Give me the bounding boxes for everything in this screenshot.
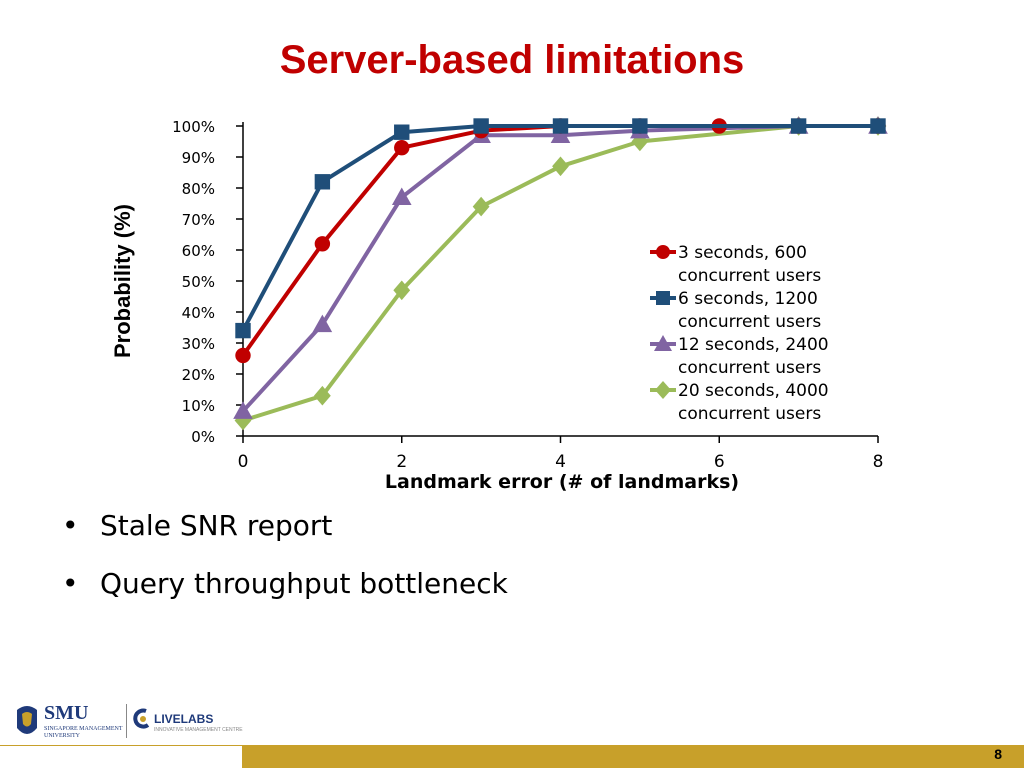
bullet-item: • Stale SNR report — [62, 505, 508, 563]
legend-item: 12 seconds, 2400 concurrent users — [650, 335, 829, 378]
y-tick-label: 10% — [182, 397, 215, 415]
data-point — [393, 280, 411, 301]
y-tick-label: 0% — [191, 428, 215, 446]
y-tick-label: 20% — [182, 366, 215, 384]
footer-bar — [242, 745, 1024, 768]
y-tick-label: 50% — [182, 273, 215, 291]
legend-label: 12 seconds, 2400 — [678, 335, 829, 355]
data-point — [473, 118, 489, 134]
bullet-text: Query throughput bottleneck — [100, 567, 508, 600]
data-point — [394, 124, 410, 140]
legend-label: concurrent users — [678, 358, 821, 378]
bullet-text: Stale SNR report — [100, 509, 333, 542]
data-point — [313, 385, 331, 406]
bullet-dot-icon: • — [62, 567, 79, 600]
legend-item: 6 seconds, 1200 concurrent users — [650, 289, 821, 332]
y-tick-label: 80% — [182, 180, 215, 198]
legend-item: 3 seconds, 600 concurrent users — [650, 243, 821, 286]
y-tick-label: 30% — [182, 335, 215, 353]
y-tick-label: 60% — [182, 242, 215, 260]
legend-marker — [656, 245, 670, 259]
smu-logo-subtitle: SINGAPORE MANAGEMENT UNIVERSITY — [44, 726, 123, 739]
smu-logo-text: SMU — [44, 702, 89, 724]
data-point — [235, 322, 251, 339]
data-point — [550, 125, 571, 143]
data-point — [552, 118, 569, 134]
data-point — [312, 314, 333, 333]
legend-label: concurrent users — [678, 266, 821, 286]
y-tick-label: 70% — [182, 211, 215, 229]
x-tick-label: 2 — [396, 452, 407, 472]
y-axis-label: Probability (%) — [110, 204, 135, 358]
livelabs-logo-subtitle: INNOVATIVE MANAGEMENT CENTRE — [154, 727, 243, 733]
x-tick-label: 4 — [555, 452, 566, 472]
smu-lion-icon — [17, 706, 37, 734]
legend-label: 20 seconds, 4000 — [678, 381, 829, 401]
data-point — [394, 140, 410, 156]
legend-marker — [656, 291, 670, 305]
page-number: 8 — [994, 746, 1002, 762]
data-point — [391, 187, 412, 205]
data-point — [472, 196, 490, 217]
landmark-error-chart: 0% 10% 20% 30% 40% 50% 60% 70% 80% 90% 100% 0 2 4 6 8 La… — [110, 116, 888, 493]
data-point — [314, 174, 331, 190]
y-tick-label: 100% — [172, 118, 215, 136]
livelabs-swirl-icon — [133, 708, 150, 729]
data-point — [552, 156, 569, 177]
legend-label: concurrent users — [678, 312, 821, 332]
x-tick-label: 8 — [873, 452, 884, 472]
legend-marker — [654, 335, 672, 351]
x-tick-label: 6 — [714, 452, 725, 472]
footer-logos: SMU SINGAPORE MANAGEMENT UNIVERSITY LIVE… — [14, 700, 244, 744]
slide-title: Server-based limitations — [279, 38, 745, 82]
footer-divider-line — [0, 745, 242, 746]
legend-label: concurrent users — [678, 404, 821, 424]
logo-divider — [126, 704, 127, 738]
bullet-list: • Stale SNR report • Query throughput bo… — [62, 505, 508, 621]
y-tick-label: 90% — [182, 149, 215, 167]
bullet-item: • Query throughput bottleneck — [62, 563, 508, 621]
legend-marker — [655, 381, 671, 399]
data-point — [235, 347, 251, 364]
data-point — [790, 118, 807, 134]
x-axis-label: Landmark error (# of landmarks) — [385, 471, 739, 493]
y-tick-label: 40% — [182, 304, 215, 322]
series-line — [241, 124, 878, 332]
data-point — [632, 118, 648, 134]
legend-label: 6 seconds, 1200 — [678, 289, 818, 309]
x-tick-label: 0 — [238, 452, 249, 472]
data-point — [233, 401, 253, 419]
data-point — [314, 236, 331, 252]
bullet-dot-icon: • — [62, 509, 79, 542]
legend-label: 3 seconds, 600 — [678, 243, 807, 263]
data-point — [870, 118, 886, 134]
legend-item: 20 seconds, 4000 concurrent users — [650, 381, 829, 424]
livelabs-logo-text: LIVELABS — [154, 712, 214, 726]
